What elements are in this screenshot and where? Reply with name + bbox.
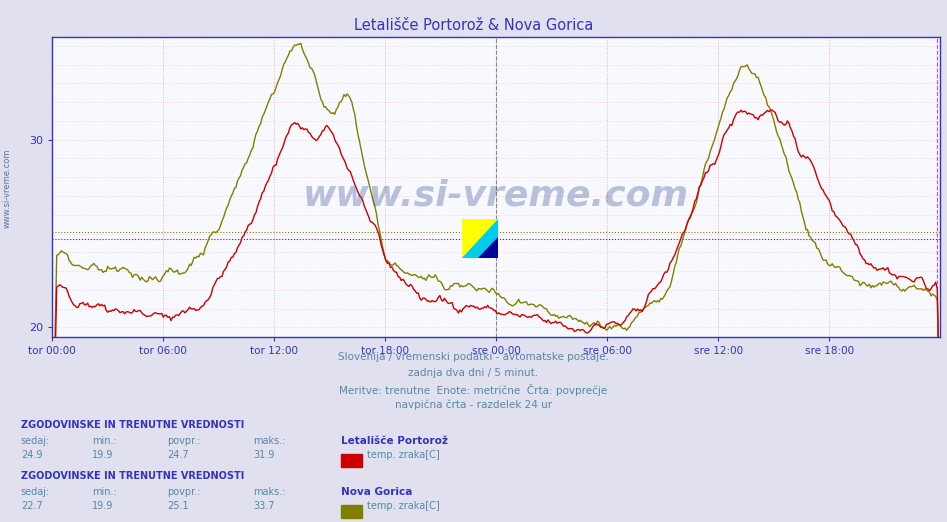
Text: ZGODOVINSKE IN TRENUTNE VREDNOSTI: ZGODOVINSKE IN TRENUTNE VREDNOSTI: [21, 471, 244, 481]
Text: min.:: min.:: [92, 436, 116, 446]
Polygon shape: [462, 219, 498, 258]
Polygon shape: [478, 237, 498, 258]
Text: zadnja dva dni / 5 minut.: zadnja dva dni / 5 minut.: [408, 368, 539, 378]
Text: 24.7: 24.7: [168, 450, 189, 460]
Text: 25.1: 25.1: [168, 501, 189, 511]
Text: 22.7: 22.7: [21, 501, 43, 511]
Text: maks.:: maks.:: [253, 487, 285, 496]
Text: www.si-vreme.com: www.si-vreme.com: [3, 148, 12, 228]
Polygon shape: [462, 219, 498, 258]
Text: navpična črta - razdelek 24 ur: navpična črta - razdelek 24 ur: [395, 399, 552, 410]
Text: Letališče Portorož: Letališče Portorož: [341, 436, 448, 446]
Text: maks.:: maks.:: [253, 436, 285, 446]
Text: povpr.:: povpr.:: [168, 436, 201, 446]
Text: Nova Gorica: Nova Gorica: [341, 487, 412, 496]
Text: 19.9: 19.9: [92, 450, 114, 460]
Text: sedaj:: sedaj:: [21, 436, 50, 446]
Text: temp. zraka[C]: temp. zraka[C]: [367, 450, 440, 460]
Text: ZGODOVINSKE IN TRENUTNE VREDNOSTI: ZGODOVINSKE IN TRENUTNE VREDNOSTI: [21, 420, 244, 430]
Text: www.si-vreme.com: www.si-vreme.com: [303, 179, 689, 212]
Text: min.:: min.:: [92, 487, 116, 496]
Text: 33.7: 33.7: [253, 501, 275, 511]
Text: temp. zraka[C]: temp. zraka[C]: [367, 501, 440, 511]
Text: 24.9: 24.9: [21, 450, 43, 460]
Text: 19.9: 19.9: [92, 501, 114, 511]
Text: Slovenija / vremenski podatki - avtomatske postaje.: Slovenija / vremenski podatki - avtomats…: [338, 352, 609, 362]
Text: 31.9: 31.9: [253, 450, 275, 460]
Text: sedaj:: sedaj:: [21, 487, 50, 496]
Text: povpr.:: povpr.:: [168, 487, 201, 496]
Text: Meritve: trenutne  Enote: metrične  Črta: povprečje: Meritve: trenutne Enote: metrične Črta: …: [339, 384, 608, 396]
Text: Letališče Portorož & Nova Gorica: Letališče Portorož & Nova Gorica: [354, 18, 593, 33]
